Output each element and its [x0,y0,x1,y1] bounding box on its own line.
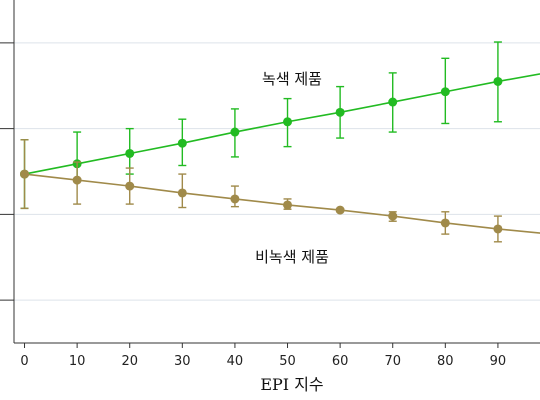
x-tick-label-50: 50 [279,354,296,369]
data-point-0-4 [230,127,240,137]
axes: 0 10 20 30 40 50 60 70 80 90 [0,0,540,369]
x-tick-label-10: 10 [69,354,86,369]
x-tick-label-80: 80 [437,354,454,369]
series-label-non-green: 비녹색 제품 [255,248,329,266]
x-tick-label-30: 30 [174,354,191,369]
data-point-0-5 [283,117,293,127]
data-point-1-8 [440,218,450,228]
data-point-0-6 [335,107,345,117]
x-tick-label-60: 60 [332,354,349,369]
data-point-0-7 [388,97,398,107]
x-axis-title: EPI 지수 [260,375,323,394]
data-point-1-1 [72,175,82,185]
data-point-1-7 [388,211,398,221]
data-point-1-6 [335,205,345,215]
series-label-green: 녹색 제품 [262,70,322,88]
data-point-0-3 [177,138,187,148]
data-point-1-2 [125,181,135,191]
chart-marks [20,41,540,243]
series-1 [20,139,540,243]
x-tick-label-20: 20 [121,354,138,369]
data-point-1-4 [230,194,240,204]
data-point-1-5 [283,200,293,210]
data-point-0-8 [440,87,450,97]
data-point-1-0 [20,169,30,179]
x-tick-label-40: 40 [227,354,244,369]
x-tick-label-0: 0 [20,354,28,369]
series-line-1 [24,173,540,234]
x-tick-label-90: 90 [490,354,507,369]
series-0 [20,41,540,210]
data-point-0-2 [125,148,135,158]
data-point-1-3 [177,188,187,198]
x-tick-label-70: 70 [384,354,401,369]
data-point-1-9 [493,224,503,234]
grid [14,42,540,301]
data-point-0-9 [493,76,503,86]
